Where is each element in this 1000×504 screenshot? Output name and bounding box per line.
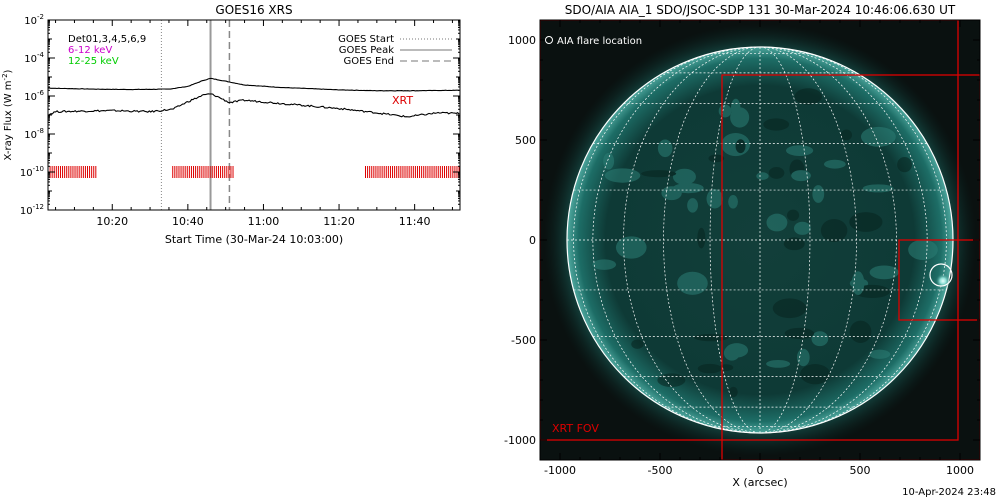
detector-list: Det01,3,4,5,6,9: [68, 34, 146, 45]
y-tick-label: 10-4: [24, 51, 44, 65]
chart-plot-area: [48, 20, 460, 210]
y-axis-label-text: X-ray Flux (W m: [3, 80, 14, 160]
y-tick-label: 10-10: [20, 165, 44, 179]
image-x-tick-label: -500: [648, 464, 673, 477]
image-y-tick-label: 1000: [508, 34, 536, 47]
flux-series-line-0: [48, 77, 460, 92]
disk-texture: [592, 88, 938, 398]
goes-xrs-chart: GOES16 XRS 10:20 10:40 11:00 11:20 11:40 10-2…: [1, 3, 461, 246]
y-axis-label: X-ray Flux (W m-2): [1, 69, 14, 160]
image-title: SDO/AIA AIA_1 SDO/JSOC-SDP 131 30-Mar-20…: [565, 3, 956, 17]
y-axis-label-close: ): [3, 69, 14, 73]
detector-legend: Det01,3,4,5,6,9 6-12 keV 12-25 keV: [68, 34, 146, 67]
image-y-tick-label: -1000: [504, 434, 536, 447]
band-label-6-12kev: 6-12 keV: [68, 45, 112, 56]
y-tick-label: 10-8: [24, 127, 44, 141]
legend-goes-end: GOES End: [344, 56, 394, 67]
image-x-tick-label: 500: [850, 464, 871, 477]
chart-axes: 10:20 10:40 11:00 11:20 11:40 10-2 10-4 10-6 10-…: [20, 13, 460, 228]
legend-goes-start: GOES Start: [338, 34, 394, 45]
flare-legend-label: AIA flare location: [557, 36, 642, 47]
xrt-observation-block-1: [172, 166, 234, 178]
image-x-tick-label: 0: [757, 464, 764, 477]
x-tick-label: 11:20: [323, 215, 355, 228]
legend-goes-peak: GOES Peak: [339, 45, 394, 56]
xrt-fov-box-2: [898, 239, 980, 321]
image-x-tick-label: 1000: [946, 464, 974, 477]
xrt-observation-block-0: [48, 166, 97, 178]
flare-legend-marker: [545, 36, 553, 44]
y-tick-label: 10-2: [24, 13, 44, 27]
image-y-tick-label: 500: [515, 134, 536, 147]
x-tick-label: 10:40: [172, 215, 204, 228]
heliographic-grid: [567, 46, 953, 434]
goes-legend: GOES Start GOES Peak GOES End: [338, 34, 452, 67]
y-tick-label: 10-12: [20, 203, 44, 217]
flux-series-line-1: [48, 93, 460, 118]
band-label-12-25kev: 12-25 keV: [68, 56, 119, 67]
image-x-tick-label: -1000: [544, 464, 576, 477]
xrt-annotation: XRT: [392, 94, 413, 107]
x-axis-label: Start Time (30-Mar-24 10:03:00): [165, 233, 343, 246]
xrt-observation-block-2: [365, 166, 460, 178]
x-tick-label: 10:20: [96, 215, 128, 228]
image-y-tick-label: 0: [529, 234, 536, 247]
image-plot-area: [540, 20, 980, 460]
x-tick-label: 11:40: [399, 215, 431, 228]
image-x-axis-label: X (arcsec): [732, 476, 787, 489]
image-y-tick-label: -500: [511, 334, 536, 347]
xrt-fov-box-0: [540, 20, 959, 441]
chart-title: GOES16 XRS: [215, 3, 292, 17]
footer-timestamp: 10-Apr-2024 23:48: [902, 487, 996, 498]
y-axis-label-units: -2: [1, 73, 9, 80]
xrt-fov-box-1: [721, 74, 980, 460]
y-tick-label: 10-6: [24, 89, 44, 103]
image-axes: -1000 -500 0 500 1000 1000 500 0 -500 -1000: [504, 20, 980, 477]
aia-image-chart: SDO/AIA AIA_1 SDO/JSOC-SDP 131 30-Mar-20…: [504, 3, 981, 489]
x-tick-label: 11:00: [248, 215, 280, 228]
flare-location-circle: [929, 263, 953, 287]
xrt-fov-label: XRT FOV: [552, 422, 599, 435]
